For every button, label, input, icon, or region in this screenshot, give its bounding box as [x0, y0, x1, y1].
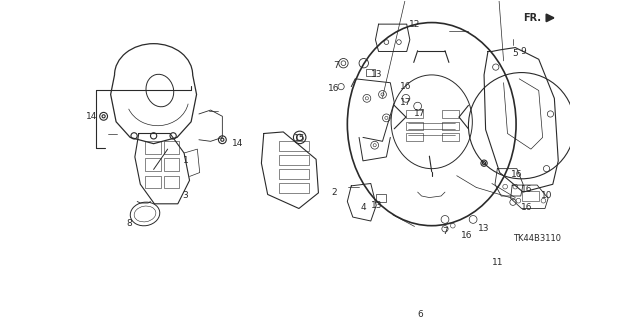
Bar [376, 195, 386, 202]
Bar [145, 176, 161, 188]
Text: 16: 16 [511, 170, 523, 179]
Text: 2: 2 [332, 188, 337, 197]
Text: 17: 17 [413, 109, 425, 118]
Bar [280, 169, 309, 179]
Bar [164, 159, 179, 171]
Bar [442, 110, 459, 118]
Bar [442, 122, 459, 130]
Bar [406, 110, 423, 118]
Text: 11: 11 [492, 258, 504, 267]
Text: FR.: FR. [523, 13, 541, 23]
Text: 4: 4 [360, 203, 366, 212]
Text: TK44B3110: TK44B3110 [513, 234, 561, 243]
Bar [366, 69, 376, 77]
Bar [145, 141, 161, 154]
Text: 13: 13 [371, 70, 382, 79]
Text: 6: 6 [417, 310, 423, 319]
Bar [280, 141, 309, 151]
Text: 9: 9 [520, 47, 526, 56]
Bar [406, 133, 423, 141]
Bar [406, 122, 423, 130]
Text: 16: 16 [521, 185, 532, 194]
Text: 13: 13 [478, 224, 490, 233]
Text: 16: 16 [400, 82, 412, 91]
Text: 17: 17 [400, 98, 412, 107]
Text: 13: 13 [371, 201, 382, 210]
Text: 8: 8 [127, 219, 132, 228]
Text: 7: 7 [333, 61, 339, 70]
Bar [280, 183, 309, 193]
Text: 5: 5 [513, 48, 518, 57]
Text: 16: 16 [328, 84, 340, 93]
Text: 14: 14 [86, 112, 97, 121]
Text: 14: 14 [232, 139, 244, 148]
Text: 10: 10 [541, 191, 552, 201]
Text: 15: 15 [294, 135, 305, 144]
Bar [522, 190, 539, 202]
Text: 1: 1 [183, 156, 189, 165]
Bar [145, 159, 161, 171]
Text: 12: 12 [409, 20, 420, 29]
Text: 16: 16 [521, 203, 532, 212]
Bar [280, 155, 309, 165]
Text: 16: 16 [461, 231, 472, 240]
Text: 7: 7 [442, 226, 448, 236]
Bar [164, 141, 179, 154]
Bar [164, 176, 179, 188]
Bar [442, 133, 459, 141]
Text: 3: 3 [183, 191, 189, 201]
